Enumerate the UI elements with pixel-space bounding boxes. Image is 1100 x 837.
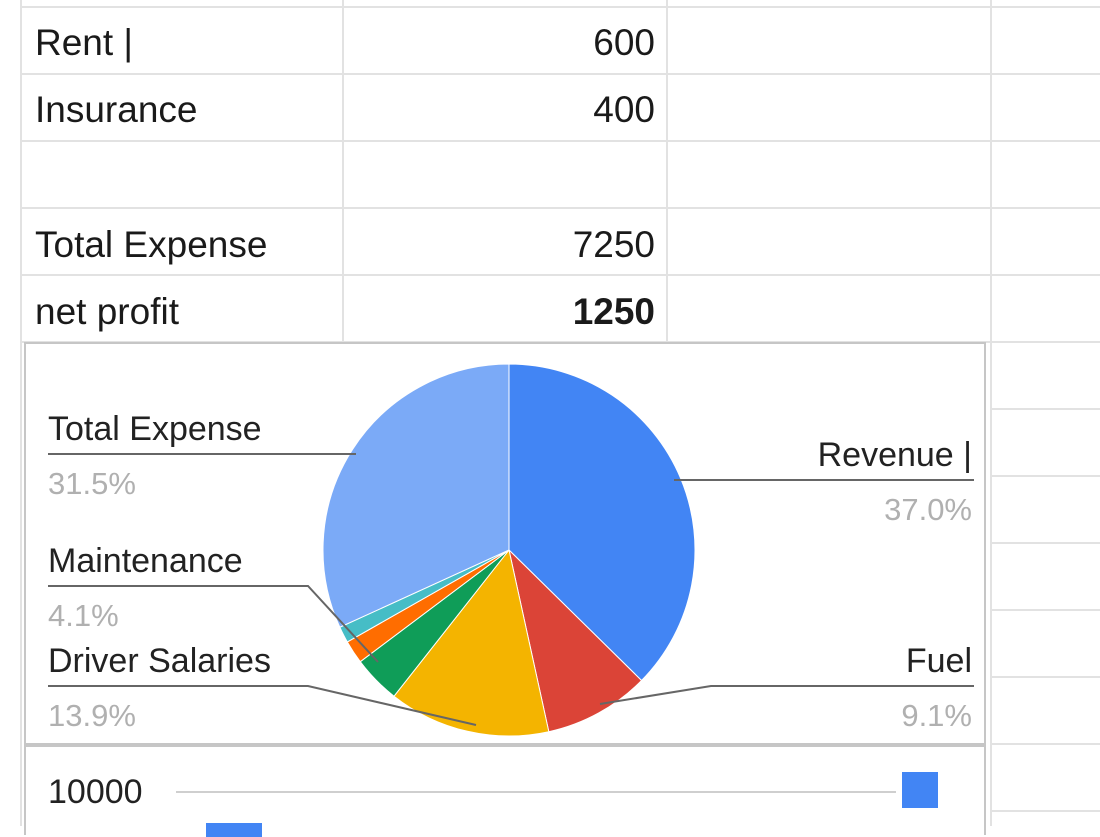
grid-col-line: [342, 0, 344, 342]
pct-fuel: 9.1%: [901, 698, 972, 733]
grid-row-line: [990, 475, 1100, 477]
grid-row-line: [20, 6, 1100, 8]
legend-swatch: [902, 772, 938, 808]
label-fuel: Fuel: [906, 642, 972, 680]
cell-total-expense-label[interactable]: Total Expense: [35, 224, 268, 265]
leader-lines: [48, 453, 974, 726]
pie-chart-svg: Total Expense 31.5% Maintenance 4.1% Dri…: [48, 363, 974, 737]
pct-revenue: 37.0%: [884, 492, 972, 527]
grid-col-line: [990, 0, 992, 826]
grid-row-line: [990, 676, 1100, 678]
cell-insurance-value[interactable]: 400: [593, 89, 655, 130]
pct-total-expense: 31.5%: [48, 466, 136, 501]
pie-slice-revenue[interactable]: [508, 363, 696, 682]
pct-driver-salaries: 13.9%: [48, 698, 136, 733]
grid-row-line: [20, 73, 1100, 75]
pie-slice-driver-salaries[interactable]: [393, 548, 550, 737]
label-total-expense: Total Expense: [48, 410, 262, 448]
pie-slice-total-expense[interactable]: [322, 363, 510, 628]
cell-total-expense-value[interactable]: 7250: [572, 224, 655, 265]
grid-row-line: [20, 140, 1100, 142]
label-revenue: Revenue |: [818, 436, 972, 474]
cell-net-profit-label[interactable]: net profit: [35, 291, 179, 332]
leader-line-fuel: [599, 685, 974, 705]
grid-row-line: [990, 743, 1100, 745]
bar: [206, 823, 262, 837]
leader-line-maintenance: [48, 585, 379, 663]
pie-slice-fuel[interactable]: [508, 548, 643, 733]
cell-net-profit-value[interactable]: 1250: [572, 291, 655, 332]
grid-row-line: [20, 207, 1100, 209]
grid-row-line: [20, 274, 1100, 276]
grid-col-line: [666, 0, 668, 342]
label-driver-salaries: Driver Salaries: [48, 642, 271, 680]
grid-row-line: [990, 408, 1100, 410]
pie-chart[interactable]: Total Expense 31.5% Maintenance 4.1% Dri…: [24, 342, 986, 745]
chart-gridline: [176, 791, 896, 793]
pct-maintenance: 4.1%: [48, 598, 119, 633]
cell-rent-label[interactable]: Rent |: [35, 22, 134, 63]
pie-slices: [322, 363, 696, 737]
grid-col-line: [20, 0, 22, 826]
grid-row-line: [990, 810, 1100, 812]
leader-line-driver-salaries: [48, 685, 477, 726]
grid-row-line: [990, 609, 1100, 611]
y-axis-tick-10000: 10000: [48, 773, 143, 811]
cell-rent-value[interactable]: 600: [593, 22, 655, 63]
grid-row-line: [990, 542, 1100, 544]
bar-chart[interactable]: 10000: [24, 745, 986, 837]
cell-insurance-label[interactable]: Insurance: [35, 89, 198, 130]
label-maintenance: Maintenance: [48, 542, 243, 580]
